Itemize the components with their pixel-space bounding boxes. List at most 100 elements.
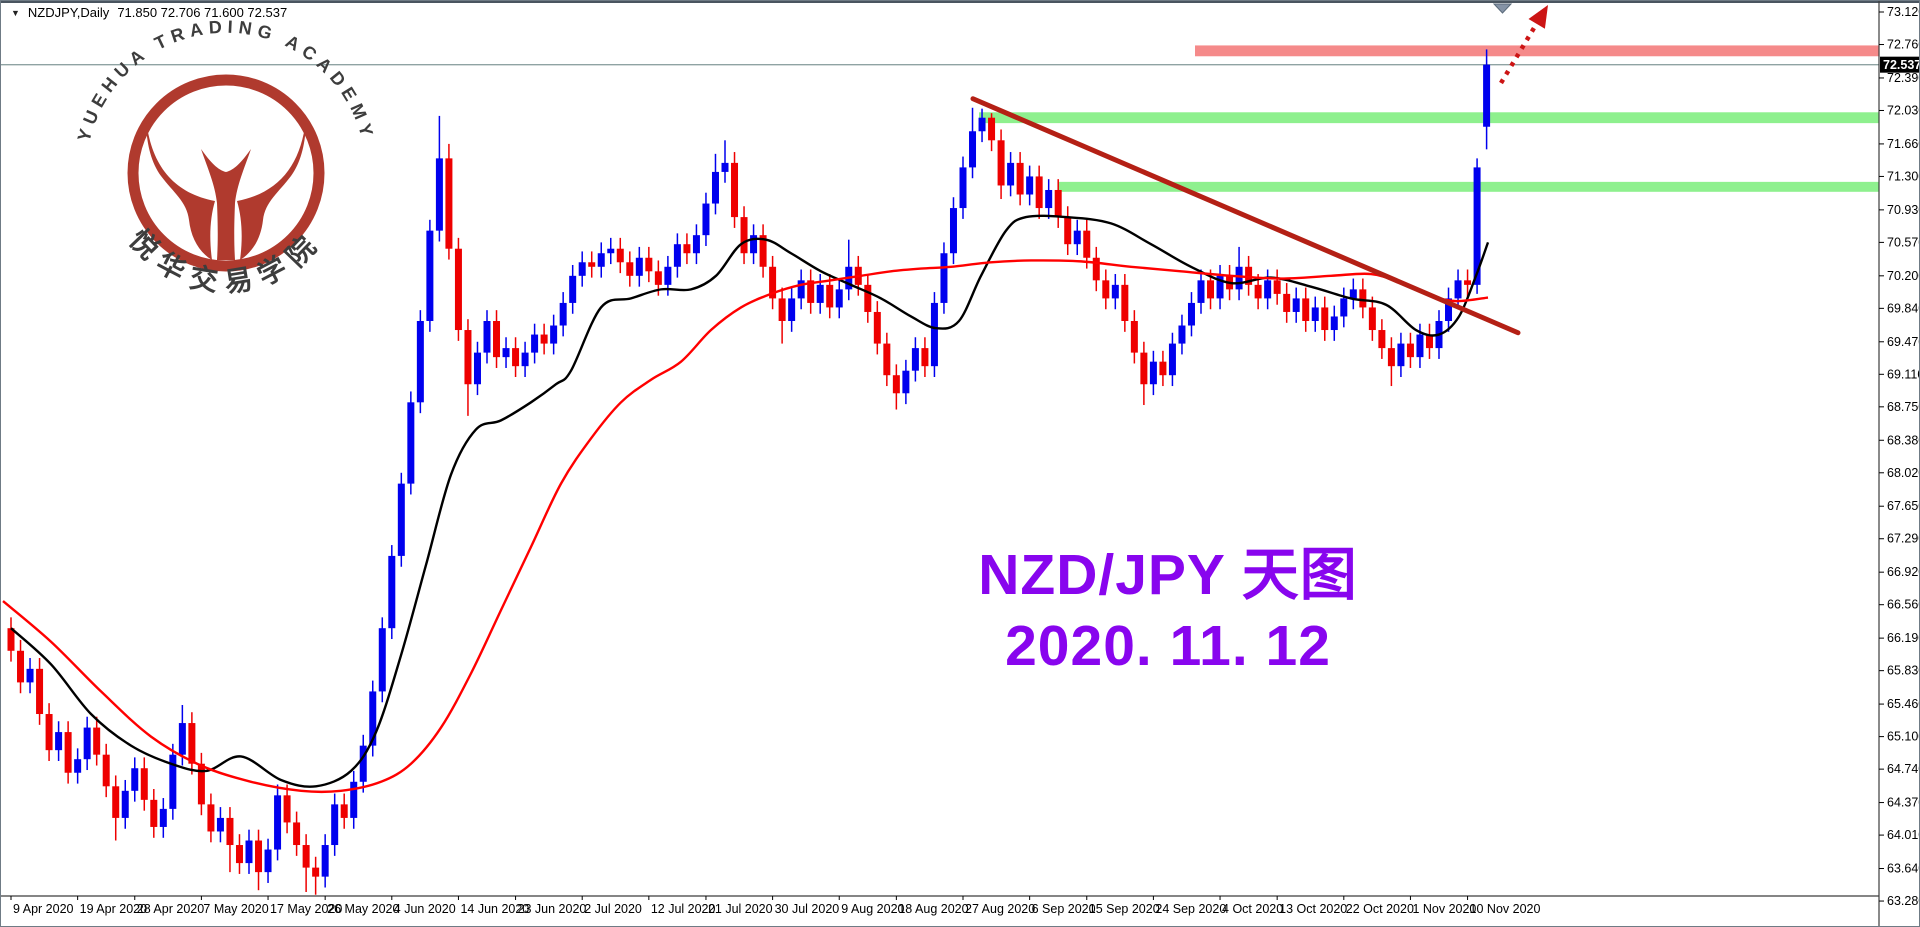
candle-body bbox=[1216, 275, 1224, 299]
candle-body bbox=[692, 235, 700, 254]
candle-body bbox=[1083, 230, 1091, 258]
logo-petal-right bbox=[237, 119, 306, 260]
date-tick-label: 4 Oct 2020 bbox=[1222, 902, 1283, 916]
price-tick-label: 64.370 bbox=[1887, 796, 1920, 810]
ohlc-values-label: 71.850 72.706 71.600 72.537 bbox=[117, 5, 288, 20]
candle-body bbox=[26, 668, 34, 683]
resistance-zone-green-1 bbox=[979, 112, 1879, 124]
candle-body bbox=[873, 311, 881, 344]
date-tick-label: 10 Nov 2020 bbox=[1470, 902, 1541, 916]
candle-body bbox=[331, 804, 339, 846]
candle-body bbox=[1102, 280, 1110, 299]
candle-body bbox=[235, 845, 243, 864]
price-tick-label: 63.640 bbox=[1887, 862, 1920, 876]
price-tick-label: 70.200 bbox=[1887, 269, 1920, 283]
price-tick-label: 65.460 bbox=[1887, 697, 1920, 711]
candle-body bbox=[654, 271, 662, 285]
date-tick-label: 22 Oct 2020 bbox=[1346, 902, 1414, 916]
candle-body bbox=[750, 235, 758, 254]
chart-title: NZD/JPY 天图 bbox=[978, 543, 1358, 607]
candle-body bbox=[864, 284, 872, 312]
candle-body bbox=[255, 840, 263, 873]
candle-body bbox=[1340, 298, 1348, 317]
candle-body bbox=[540, 334, 548, 344]
candle-body bbox=[1245, 266, 1253, 285]
logo-petal-left bbox=[146, 119, 215, 260]
price-tick-label: 68.380 bbox=[1887, 433, 1920, 447]
candle-body bbox=[521, 352, 529, 367]
symbol-info-bar: ▼ NZDJPY,Daily 71.850 72.706 71.600 72.5… bbox=[11, 5, 287, 20]
candle-body bbox=[1111, 284, 1119, 299]
candle-body bbox=[1064, 217, 1072, 245]
date-tick-label: 23 Jun 2020 bbox=[518, 902, 587, 916]
descending-trendline[interactable] bbox=[970, 96, 1521, 336]
candle-body bbox=[1207, 280, 1215, 299]
candle-body bbox=[1273, 280, 1281, 294]
chevron-down-icon[interactable]: ▼ bbox=[11, 7, 20, 18]
price-tick-label: 65.830 bbox=[1887, 664, 1920, 678]
date-tick-label: 19 Apr 2020 bbox=[80, 902, 147, 916]
candle-body bbox=[302, 845, 310, 868]
candle-body bbox=[664, 266, 672, 285]
breakout-arrow-head bbox=[1528, 5, 1548, 29]
candle-body bbox=[36, 668, 44, 715]
candle-body bbox=[283, 795, 291, 823]
candle-body bbox=[502, 348, 510, 358]
candle-body bbox=[178, 723, 186, 755]
candle-body bbox=[721, 162, 729, 172]
candle-body bbox=[312, 867, 320, 877]
candle-body bbox=[1387, 348, 1395, 367]
candle-body bbox=[445, 158, 453, 249]
candle-body bbox=[731, 162, 739, 218]
candle-body bbox=[683, 244, 691, 254]
price-tick-label: 72.390 bbox=[1887, 71, 1920, 85]
date-tick-label: 17 May 2020 bbox=[270, 902, 342, 916]
price-tick-label: 67.290 bbox=[1887, 532, 1920, 546]
candle-body bbox=[1416, 334, 1424, 358]
candle-body bbox=[702, 203, 710, 236]
price-tick-label: 65.100 bbox=[1887, 730, 1920, 744]
price-tick-label: 69.470 bbox=[1887, 335, 1920, 349]
candles-layer bbox=[7, 49, 1491, 895]
candle-body bbox=[359, 745, 367, 782]
candle-body bbox=[635, 257, 643, 276]
candle-body bbox=[550, 325, 558, 344]
candle-body bbox=[1140, 352, 1148, 385]
candle-body bbox=[207, 804, 215, 832]
candle-body bbox=[369, 691, 377, 746]
candle-body bbox=[350, 781, 358, 818]
current-price-label: 72.537 bbox=[1883, 58, 1920, 72]
price-tick-label: 68.020 bbox=[1887, 466, 1920, 480]
candle-body bbox=[559, 302, 567, 326]
candle-body bbox=[131, 768, 139, 791]
zones-layer bbox=[979, 45, 1879, 192]
annotations-layer[interactable] bbox=[1492, 3, 1548, 85]
price-tick-label: 71.300 bbox=[1887, 169, 1920, 183]
candle-body bbox=[921, 348, 929, 367]
trendline-layer[interactable] bbox=[970, 96, 1521, 336]
candle-body bbox=[17, 650, 25, 683]
price-tick-label: 70.930 bbox=[1887, 203, 1920, 217]
date-tick-label: 6 Sep 2020 bbox=[1032, 902, 1096, 916]
candle-body bbox=[988, 117, 996, 141]
candle-body bbox=[645, 257, 653, 272]
candle-body bbox=[1445, 298, 1453, 321]
candle-body bbox=[740, 217, 748, 254]
candle-body bbox=[1464, 280, 1472, 285]
candle-body bbox=[1406, 343, 1414, 358]
candle-body bbox=[169, 754, 177, 809]
candle-body bbox=[997, 140, 1005, 186]
price-tick-label: 71.660 bbox=[1887, 137, 1920, 151]
candle-body bbox=[1378, 330, 1386, 349]
ma-fast-line bbox=[10, 214, 1490, 788]
date-tick-label: 1 Nov 2020 bbox=[1412, 902, 1476, 916]
candle-body bbox=[797, 280, 805, 299]
price-tick-label: 72.760 bbox=[1887, 38, 1920, 52]
candle-body bbox=[293, 822, 301, 846]
candle-body bbox=[188, 723, 196, 764]
candle-body bbox=[769, 266, 777, 299]
candle-body bbox=[274, 795, 282, 850]
